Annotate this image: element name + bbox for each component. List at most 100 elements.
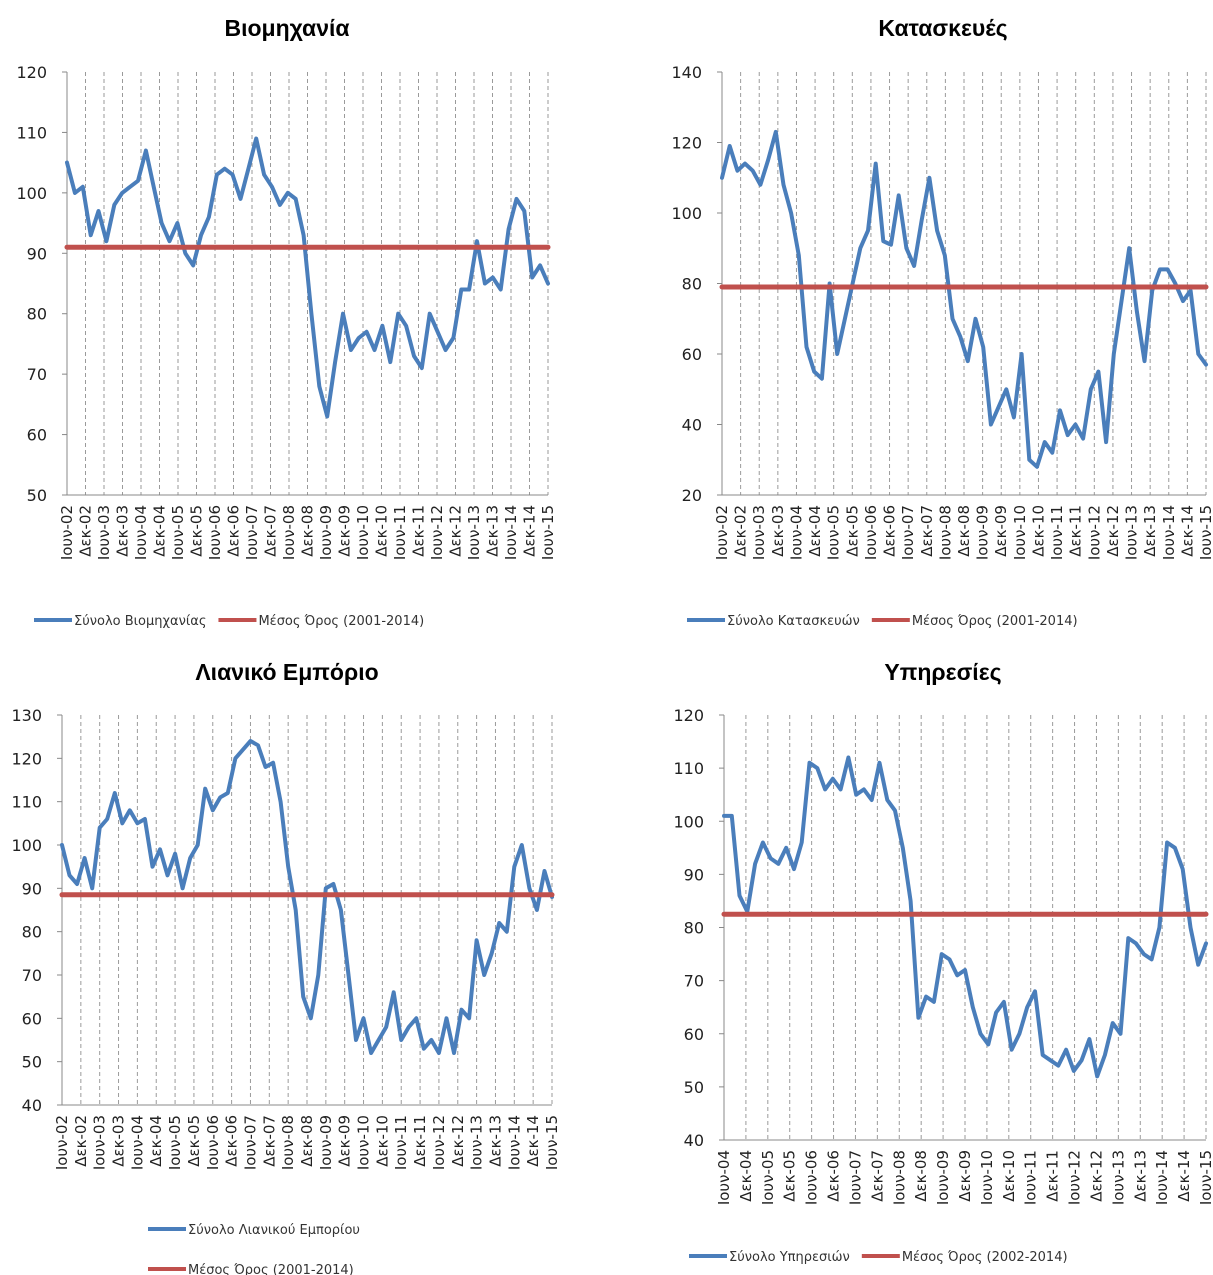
- x-tick-label: Δεκ-03: [114, 505, 132, 557]
- x-tick-label: Ιουν-09: [317, 505, 335, 560]
- x-tick-label: Δεκ-13: [1131, 1150, 1149, 1202]
- x-tick-label: Δεκ-05: [185, 1115, 203, 1167]
- legend: Σύνολο Λιανικού Εμπορίου Μέσος Όρος (2001…: [148, 1223, 360, 1275]
- x-tick-label: Ιουν-05: [166, 1115, 184, 1170]
- y-tick-label: 60: [684, 1025, 704, 1044]
- y-tick-label: 90: [22, 879, 42, 898]
- x-tick-label: Ιουν-03: [750, 505, 768, 560]
- x-tick-label: Δεκ-10: [1029, 505, 1047, 557]
- axis-lines: [719, 714, 1206, 1141]
- y-tick-label: 70: [22, 966, 42, 985]
- x-tick-label: Ιουν-12: [1085, 505, 1103, 560]
- legend-label: Σύνολο Λιανικού Εμπορίου: [188, 1223, 360, 1238]
- x-tick-label: Ιουν-06: [204, 1115, 222, 1170]
- x-tick-label: Ιουν-10: [354, 505, 372, 560]
- x-tick-label: Δεκ-12: [1104, 505, 1122, 557]
- series-group: [64, 136, 551, 419]
- x-tick-label: Ιουν-13: [1109, 1150, 1127, 1205]
- x-tick-label: Ιουν-09: [934, 1150, 952, 1205]
- y-tick-label: 130: [11, 706, 42, 725]
- x-tick-label: Ιουν-14: [1153, 1150, 1171, 1205]
- x-tick-label: Δεκ-13: [486, 1115, 504, 1167]
- series-line-total: [722, 755, 1208, 1079]
- x-axis: Ιουν-02 Δεκ-02 Ιουν-03 Δεκ-03 Ιουν-04 Δεκ-04 Ι…: [53, 1115, 561, 1170]
- x-tick-label: Δεκ-07: [262, 505, 280, 557]
- series-group: [59, 739, 555, 1055]
- y-tick-label: 120: [673, 706, 704, 725]
- x-tick-label: Δεκ-08: [955, 505, 973, 557]
- x-tick-label: Ιουν-10: [1011, 505, 1029, 560]
- x-tick-label: Ιουν-11: [392, 1115, 410, 1170]
- x-tick-label: Ιουν-13: [468, 1115, 486, 1170]
- x-tick-label: Ιουν-02: [58, 505, 76, 560]
- y-tick-label: 50: [27, 486, 47, 505]
- gridlines: [723, 715, 1207, 1140]
- x-tick-label: Ιουν-07: [899, 505, 917, 560]
- x-tick-label: Δεκ-07: [918, 505, 936, 557]
- legend-label: Σύνολο Βιομηχανίας: [74, 614, 206, 629]
- x-tick-label: Δεκ-13: [484, 505, 502, 557]
- x-tick-label: Ιουν-07: [243, 505, 261, 560]
- y-tick-label: 120: [671, 134, 702, 153]
- x-tick-label: Δεκ-09: [336, 1115, 354, 1167]
- x-tick-label: Ιουν-14: [1160, 505, 1178, 560]
- x-tick-label: Ιουν-05: [825, 505, 843, 560]
- legend-label: Μέσος Όρος (2001-2014): [188, 1263, 354, 1275]
- legend-label: Μέσος Όρος (2001-2014): [912, 614, 1078, 629]
- x-tick-label: Ιουν-05: [169, 505, 187, 560]
- chart-svg: Λιανικό Εμπόριο 40 50 60 70 80 90 100 110 120 130…: [11, 659, 561, 1275]
- x-tick-label: Ιουν-04: [132, 505, 150, 560]
- x-tick-label: Ιουν-14: [505, 1115, 523, 1170]
- x-axis: Ιουν-02 Δεκ-02 Ιουν-03 Δεκ-03 Ιουν-04 Δεκ-04 Ι…: [58, 505, 557, 560]
- y-tick-label: 40: [22, 1096, 42, 1115]
- x-tick-label: Ιουν-04: [715, 1150, 733, 1205]
- y-tick-label: 60: [27, 426, 47, 445]
- x-tick-label: Δεκ-11: [410, 505, 428, 557]
- x-tick-label: Δεκ-04: [806, 505, 824, 557]
- chart-title: Υπηρεσίες: [884, 659, 1001, 685]
- legend-label: Μέσος Όρος (2001-2014): [258, 614, 424, 629]
- x-tick-label: Δεκ-09: [992, 505, 1010, 557]
- x-tick-label: Δεκ-07: [260, 1115, 278, 1167]
- x-tick-label: Ιουν-07: [241, 1115, 259, 1170]
- x-tick-label: Ιουν-13: [1123, 505, 1141, 560]
- x-tick-label: Δεκ-11: [1067, 505, 1085, 557]
- x-tick-label: Δεκ-14: [1175, 1150, 1193, 1202]
- x-tick-label: Δεκ-09: [336, 505, 354, 557]
- x-tick-label: Ιουν-15: [1197, 505, 1213, 560]
- x-tick-label: Ιουν-04: [128, 1115, 146, 1170]
- x-tick-label: Ιουν-02: [53, 1115, 71, 1170]
- series-group: [719, 129, 1209, 469]
- legend: Σύνολο Κατασκευών Μέσος Όρος (2001-2014): [687, 614, 1078, 629]
- x-tick-label: Ιουν-12: [1066, 1150, 1084, 1205]
- y-tick-label: 100: [671, 204, 702, 223]
- x-tick-label: Ιουν-06: [862, 505, 880, 560]
- x-tick-label: Δεκ-08: [298, 1115, 316, 1167]
- x-tick-label: Δεκ-14: [521, 505, 539, 557]
- y-tick-label: 100: [673, 812, 704, 831]
- y-tick-label: 70: [684, 972, 704, 991]
- x-tick-label: Ιουν-06: [206, 505, 224, 560]
- y-axis: 20 40 60 80 100 120 140: [671, 63, 702, 505]
- x-tick-label: Ιουν-09: [317, 1115, 335, 1170]
- y-tick-label: 110: [11, 793, 42, 812]
- x-tick-label: Ιουν-07: [846, 1150, 864, 1205]
- x-tick-label: Δεκ-10: [373, 505, 391, 557]
- x-tick-label: Ιουν-06: [803, 1150, 821, 1205]
- y-tick-label: 70: [27, 365, 47, 384]
- x-tick-label: Δεκ-05: [781, 1150, 799, 1202]
- x-axis: Ιουν-02 Δεκ-02 Ιουν-03 Δεκ-03 Ιουν-04 Δεκ-04 Ι…: [713, 505, 1213, 560]
- x-tick-label: Ιουν-13: [465, 505, 483, 560]
- y-tick-label: 50: [684, 1078, 704, 1097]
- chart-title: Βιομηχανία: [224, 15, 349, 41]
- y-tick-label: 100: [11, 836, 42, 855]
- gridlines: [61, 715, 553, 1105]
- series-group: [721, 755, 1209, 1079]
- x-tick-label: Δεκ-03: [110, 1115, 128, 1167]
- x-tick-label: Ιουν-09: [974, 505, 992, 560]
- y-tick-label: 90: [27, 244, 47, 263]
- y-tick-label: 40: [682, 416, 702, 435]
- x-tick-label: Ιουν-15: [539, 505, 557, 560]
- x-tick-label: Δεκ-12: [447, 505, 465, 557]
